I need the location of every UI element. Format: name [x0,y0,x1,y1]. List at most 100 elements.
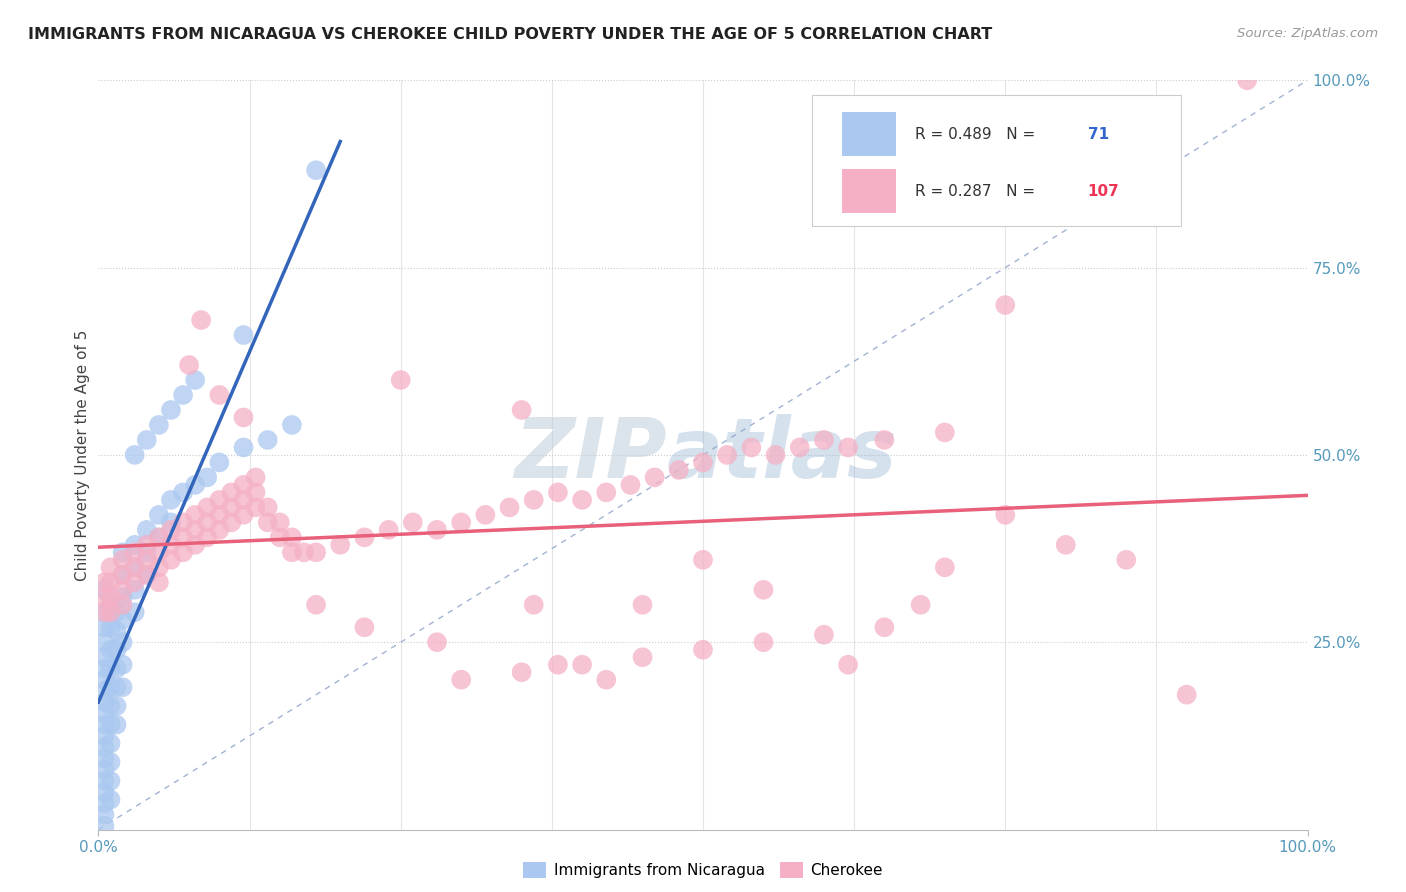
Point [668,463,690,477]
Point [93,620,115,634]
Point [184,373,207,387]
FancyBboxPatch shape [811,95,1181,227]
Point [232,508,254,522]
Point [172,516,194,530]
Point [160,538,183,552]
Point [184,508,207,522]
Point [100,680,122,694]
Point [111,657,134,672]
Point [329,538,352,552]
Text: 71: 71 [1087,127,1109,142]
Point [195,500,218,515]
Point [789,441,811,455]
Point [184,478,207,492]
Point [135,553,157,567]
Point [571,657,593,672]
Point [93,717,115,731]
Point [692,553,714,567]
Point [752,635,775,649]
Point [111,567,134,582]
Point [172,545,194,559]
Point [93,661,115,675]
Point [124,538,146,552]
Point [105,698,128,713]
Point [93,740,115,755]
Point [111,591,134,605]
Point [93,751,115,765]
Point [105,661,128,675]
Point [474,508,496,522]
Point [692,642,714,657]
Point [245,500,267,515]
Point [148,530,170,544]
Point [105,680,128,694]
Point [135,567,157,582]
Point [232,410,254,425]
Point [813,433,835,447]
Text: 107: 107 [1087,184,1119,199]
Point [232,328,254,343]
Point [994,298,1017,312]
Point [208,508,231,522]
Point [124,605,146,619]
Point [184,523,207,537]
Point [160,492,183,507]
Point [160,523,183,537]
Point [523,492,546,507]
Point [93,785,115,799]
Point [100,642,122,657]
Point [934,425,956,440]
Point [269,530,291,544]
Point [100,661,122,675]
Point [631,598,654,612]
Bar [842,112,897,156]
Point [111,567,134,582]
Point [269,516,291,530]
Point [160,403,183,417]
Point [523,598,546,612]
Point [135,538,157,552]
Point [256,500,278,515]
Point [195,470,218,484]
Point [93,582,115,597]
Point [135,433,157,447]
Text: R = 0.287   N =: R = 0.287 N = [915,184,1039,199]
Point [93,763,115,777]
Point [510,403,533,417]
Point [184,538,207,552]
Point [93,706,115,721]
Point [195,530,218,544]
Point [172,530,194,544]
Point [232,478,254,492]
Point [426,635,449,649]
Point [100,560,122,574]
Point [190,313,212,327]
Point [93,635,115,649]
Point [111,613,134,627]
Point [93,797,115,811]
Point [172,388,194,402]
Point [111,680,134,694]
Point [256,516,278,530]
Point [450,516,472,530]
Point [172,485,194,500]
Point [644,470,666,484]
Point [292,545,315,559]
Text: R = 0.489   N =: R = 0.489 N = [915,127,1039,142]
Point [208,492,231,507]
Point [232,441,254,455]
Point [221,500,243,515]
Legend: Immigrants from Nicaragua, Cherokee: Immigrants from Nicaragua, Cherokee [517,856,889,884]
Point [1054,538,1077,552]
Text: ZIP: ZIP [515,415,666,495]
Point [100,575,122,590]
Point [100,698,122,713]
Point [124,560,146,574]
Y-axis label: Child Poverty Under the Age of 5: Child Poverty Under the Age of 5 [75,329,90,581]
Point [93,729,115,743]
Point [124,575,146,590]
Point [148,575,170,590]
Point [353,620,375,634]
Point [124,545,146,559]
Point [135,523,157,537]
